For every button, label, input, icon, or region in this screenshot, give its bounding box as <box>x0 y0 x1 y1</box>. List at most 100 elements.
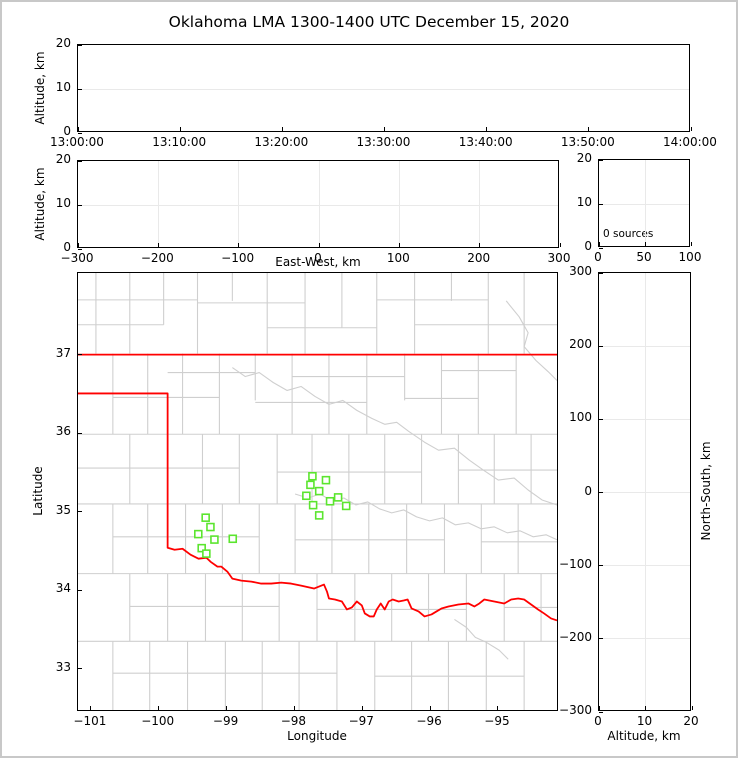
panel-eastwest-altitude <box>77 160 561 250</box>
station-marker <box>302 491 311 501</box>
y-tick-label: 35 <box>55 502 71 517</box>
tick-mark <box>599 418 603 420</box>
tick-mark <box>78 354 82 356</box>
x-tick-label: −99 <box>212 714 239 728</box>
y-tick-label: 10 <box>55 196 71 210</box>
tick-mark <box>479 243 481 247</box>
x-tick-label: 13:30:00 <box>356 135 411 149</box>
y-tick-label: −100 <box>559 556 592 571</box>
x-tick-label: 0 <box>314 251 322 265</box>
tick-mark <box>690 242 692 246</box>
tick-mark <box>384 127 385 131</box>
y-tick-label: 0 <box>63 240 71 254</box>
tick-mark <box>598 242 600 246</box>
y-tick-label: 20 <box>55 152 71 166</box>
ew-panel-ylabel: Altitude, km <box>33 167 47 241</box>
tick-mark <box>78 511 82 513</box>
tick-mark <box>78 589 82 591</box>
station-marker <box>194 529 203 539</box>
tick-mark <box>645 706 646 710</box>
station-marker <box>341 501 351 511</box>
oklahoma-map <box>78 273 557 710</box>
grid-line <box>157 161 159 247</box>
tick-mark <box>691 706 693 710</box>
panel-altitude-histogram: 0 sources <box>598 159 692 249</box>
station-marker <box>314 511 324 520</box>
x-tick-label: −98 <box>280 714 307 728</box>
y-tick-label: 20 <box>576 151 592 165</box>
grid-line <box>78 88 689 90</box>
tick-mark <box>226 706 228 710</box>
y-tick-label: 33 <box>55 659 71 674</box>
tick-mark <box>598 706 600 710</box>
tick-mark <box>599 565 603 567</box>
y-tick-label: 200 <box>569 337 592 352</box>
y-tick-label: 100 <box>569 410 592 425</box>
tick-mark <box>690 127 692 131</box>
x-tick-label: 300 <box>547 251 571 265</box>
x-tick-label: 100 <box>678 250 702 264</box>
station-marker <box>206 522 215 532</box>
station-marker <box>308 471 317 481</box>
x-tick-label: 50 <box>636 250 652 264</box>
tick-mark <box>599 638 603 640</box>
panel-northsouth-altitude <box>598 272 693 713</box>
grid-line <box>599 492 690 493</box>
y-tick-label: 10 <box>576 195 592 209</box>
tick-mark <box>157 243 159 247</box>
river-lines <box>232 300 557 660</box>
tick-mark <box>497 706 499 710</box>
x-tick-label: −100 <box>221 251 255 265</box>
x-tick-label: 100 <box>386 251 410 265</box>
station-marker <box>228 534 238 544</box>
tick-mark <box>599 272 603 274</box>
panel-map <box>77 272 558 711</box>
tick-mark <box>599 247 603 249</box>
x-tick-label: 13:50:00 <box>560 135 615 149</box>
map-xlabel: Longitude <box>287 729 347 743</box>
station-marker <box>321 475 331 485</box>
station-marker <box>197 543 206 553</box>
station-marker <box>325 496 335 506</box>
y-tick-label: 0 <box>584 483 592 498</box>
x-tick-label: 200 <box>467 251 491 265</box>
tick-mark <box>644 242 646 246</box>
tick-mark <box>599 159 603 161</box>
tick-mark <box>77 243 79 247</box>
tick-mark <box>90 706 92 710</box>
x-tick-label: 20 <box>683 714 699 728</box>
x-tick-label: 14:00:00 <box>663 135 717 149</box>
tick-mark <box>78 160 82 162</box>
tick-mark <box>78 44 82 46</box>
y-tick-label: 34 <box>55 581 71 596</box>
time-panel-ylabel: Altitude, km <box>33 51 47 125</box>
county-lines <box>78 273 557 710</box>
y-tick-label: 300 <box>569 264 592 278</box>
tick-mark <box>599 203 603 205</box>
grid-line <box>599 418 690 420</box>
tick-mark <box>179 127 181 131</box>
tick-mark <box>78 132 82 134</box>
figure-title: Oklahoma LMA 1300-1400 UTC December 15, … <box>168 13 570 31</box>
x-tick-label: 13:40:00 <box>458 135 513 149</box>
y-tick-label: 20 <box>55 36 71 50</box>
station-marker <box>210 535 219 544</box>
tick-mark <box>318 243 320 247</box>
tick-mark <box>599 345 603 347</box>
map-ylabel: Latitude <box>31 466 45 516</box>
tick-mark <box>78 204 82 206</box>
y-tick-label: 0 <box>63 124 71 138</box>
station-marker <box>314 486 324 496</box>
grid-line <box>398 161 400 247</box>
x-tick-label: −97 <box>348 714 374 728</box>
tick-mark <box>238 243 240 247</box>
grid-line <box>599 638 690 640</box>
tick-mark <box>78 432 82 434</box>
tick-mark <box>293 706 295 710</box>
x-tick-label: −200 <box>140 251 174 265</box>
grid-line <box>238 161 240 247</box>
station-marker <box>333 493 343 502</box>
tick-mark <box>77 127 79 131</box>
tick-mark <box>486 127 488 131</box>
